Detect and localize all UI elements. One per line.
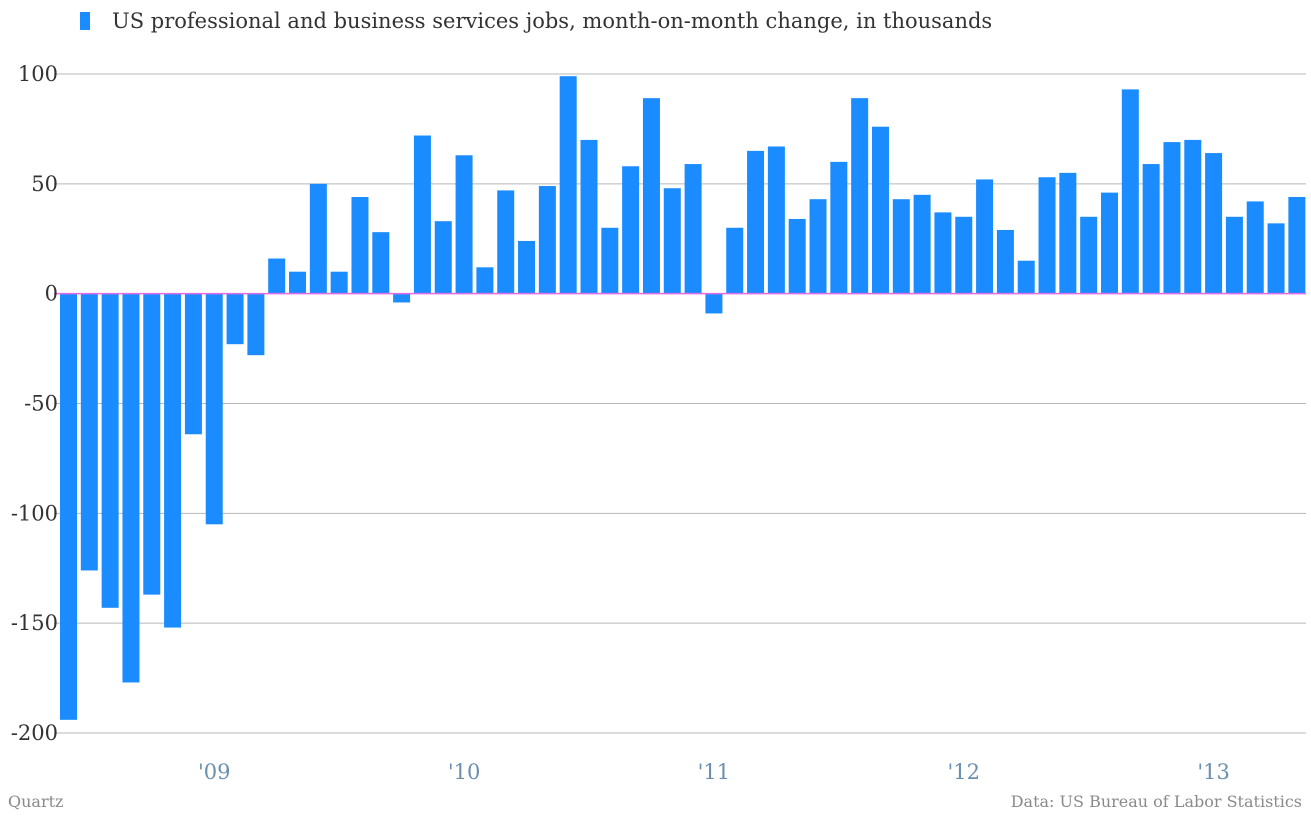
y-tick-label: -50 bbox=[24, 392, 58, 416]
bar bbox=[1017, 260, 1035, 294]
y-axis-ticks: 100 50 0 -50 -100 -150 -200 bbox=[11, 62, 58, 745]
bar bbox=[1288, 197, 1306, 294]
x-tick-label: '11 bbox=[698, 760, 731, 784]
y-tick-label: 50 bbox=[31, 172, 58, 196]
bar bbox=[1142, 164, 1160, 294]
bar bbox=[80, 293, 98, 571]
bar bbox=[393, 293, 411, 303]
bar bbox=[184, 293, 202, 435]
bar bbox=[726, 227, 744, 294]
bar bbox=[1267, 223, 1285, 294]
bar bbox=[580, 139, 598, 294]
x-tick-label: '09 bbox=[198, 760, 231, 784]
bar bbox=[788, 218, 806, 294]
bar bbox=[871, 126, 889, 294]
footer-source: Quartz bbox=[8, 792, 64, 811]
bar bbox=[497, 190, 515, 294]
legend: US professional and business services jo… bbox=[80, 4, 992, 38]
bar bbox=[1225, 216, 1243, 294]
bar bbox=[955, 216, 973, 294]
bar bbox=[892, 199, 910, 294]
bar bbox=[705, 293, 723, 314]
bar bbox=[309, 183, 327, 294]
bar bbox=[518, 240, 536, 294]
bar bbox=[351, 197, 369, 294]
bar bbox=[289, 271, 307, 294]
bar bbox=[559, 76, 577, 294]
bar bbox=[268, 258, 286, 294]
y-tick-label: 0 bbox=[45, 282, 58, 306]
bar bbox=[413, 135, 431, 294]
bar bbox=[1205, 153, 1223, 294]
bar bbox=[684, 164, 702, 294]
bar bbox=[1038, 177, 1056, 294]
bar bbox=[601, 227, 619, 294]
bar bbox=[372, 232, 390, 294]
bar bbox=[830, 161, 848, 294]
bar bbox=[164, 293, 182, 628]
bar bbox=[1184, 139, 1202, 294]
x-tick-label: '13 bbox=[1197, 760, 1230, 784]
bar bbox=[247, 293, 265, 356]
bar bbox=[122, 293, 140, 683]
bar bbox=[642, 98, 660, 294]
bar bbox=[976, 179, 994, 294]
bar bbox=[663, 188, 681, 294]
bar bbox=[476, 267, 494, 294]
y-tick-label: -150 bbox=[11, 611, 58, 635]
bar bbox=[143, 293, 161, 595]
bar bbox=[538, 186, 556, 294]
bar bbox=[330, 271, 348, 294]
bar bbox=[1059, 172, 1077, 294]
bar bbox=[226, 293, 244, 345]
bar bbox=[747, 150, 765, 294]
y-tick-label: -200 bbox=[11, 721, 58, 745]
bar bbox=[767, 146, 785, 294]
bars bbox=[60, 76, 1306, 720]
bar bbox=[996, 229, 1014, 294]
bar bbox=[455, 155, 473, 294]
y-tick-label: -100 bbox=[11, 501, 58, 525]
bar bbox=[1163, 142, 1181, 294]
gridlines bbox=[54, 73, 1306, 734]
bar bbox=[809, 199, 827, 294]
bar bbox=[1246, 201, 1264, 294]
footer-credit: Data: US Bureau of Labor Statistics bbox=[1010, 792, 1302, 811]
bar bbox=[101, 293, 119, 608]
bar bbox=[851, 98, 869, 294]
y-tick-label: 100 bbox=[18, 62, 58, 86]
bar bbox=[1101, 192, 1118, 294]
bar bbox=[60, 293, 77, 720]
bar bbox=[434, 221, 452, 294]
bar bbox=[1121, 89, 1139, 294]
bar bbox=[934, 212, 952, 294]
legend-swatch bbox=[80, 12, 90, 30]
bar bbox=[205, 293, 223, 525]
bar bbox=[622, 166, 640, 294]
x-tick-label: '10 bbox=[448, 760, 481, 784]
bar bbox=[1080, 216, 1098, 294]
x-tick-label: '12 bbox=[948, 760, 981, 784]
x-axis-ticks: '09 '10 '11 '12 '13 bbox=[198, 760, 1230, 784]
bar bbox=[913, 194, 931, 294]
legend-label: US professional and business services jo… bbox=[112, 9, 993, 33]
